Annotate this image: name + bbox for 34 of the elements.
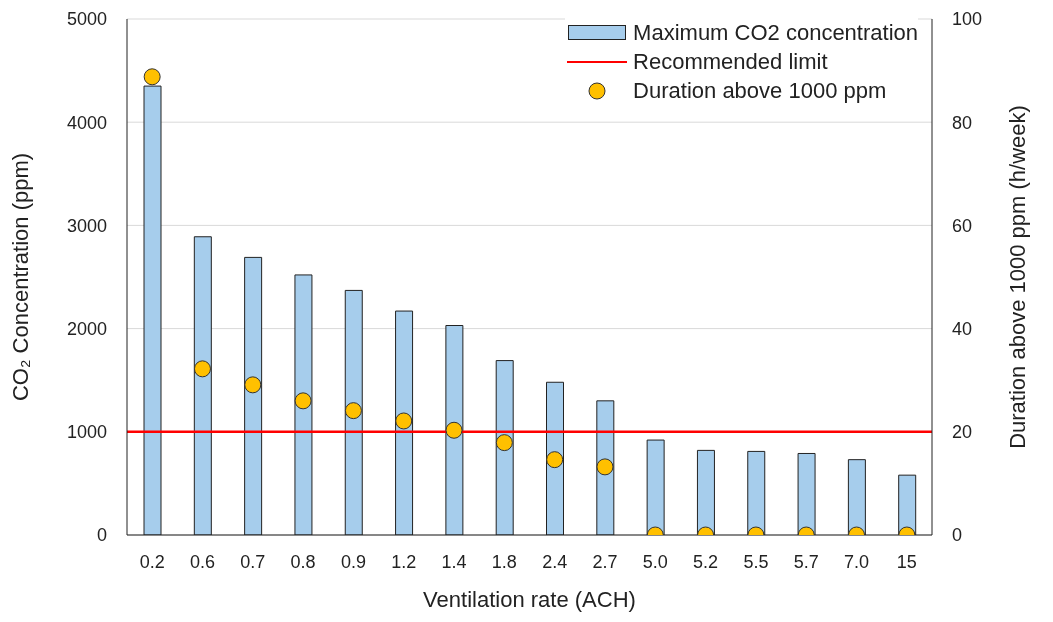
legend-label: Maximum CO2 concentration xyxy=(633,19,918,46)
y2-tick-label: 80 xyxy=(952,112,973,133)
y-tick-label: 5000 xyxy=(66,9,107,30)
y-axis-title: CO₂ Concentration (ppm) xyxy=(7,152,33,402)
x-tick-label: 5.0 xyxy=(642,551,668,572)
y-tick-label: 4000 xyxy=(66,112,107,133)
y2-tick-label: 60 xyxy=(952,215,973,236)
x-tick-label: 0.2 xyxy=(139,551,165,572)
x-tick-label: 5.2 xyxy=(693,551,719,572)
x-tick-label: 15 xyxy=(896,551,917,572)
x-tick-label: 0.6 xyxy=(189,551,215,572)
x-tick-label: 1.8 xyxy=(491,551,517,572)
y2-tick-label: 100 xyxy=(952,9,983,30)
legend-label: Duration above 1000 ppm xyxy=(633,77,887,104)
y-tick-label: 0 xyxy=(96,525,107,546)
x-tick-label: 0.7 xyxy=(240,551,266,572)
x-axis-title: Ventilation rate (ACH) xyxy=(423,587,636,612)
x-tick-label: 1.2 xyxy=(391,551,417,572)
y2-axis-title: Duration above 1000 ppm (h/week) xyxy=(1004,105,1030,449)
legend-label: Recommended limit xyxy=(633,48,828,75)
y-tick-label: 1000 xyxy=(66,422,107,443)
y2-tick-label: 40 xyxy=(952,318,973,339)
y2-tick-label: 20 xyxy=(952,422,973,443)
x-tick-label: 5.7 xyxy=(793,551,819,572)
x-tick-label: 0.8 xyxy=(290,551,316,572)
y-tick-label: 2000 xyxy=(66,318,107,339)
x-tick-label: 0.9 xyxy=(340,551,366,572)
x-tick-label: 2.7 xyxy=(592,551,618,572)
x-tick-label: 1.4 xyxy=(441,551,467,572)
x-tick-label: 5.5 xyxy=(743,551,769,572)
x-tick-label: 7.0 xyxy=(844,551,870,572)
y-tick-label: 3000 xyxy=(66,215,107,236)
x-tick-label: 2.4 xyxy=(542,551,568,572)
y2-tick-label: 0 xyxy=(952,525,963,546)
